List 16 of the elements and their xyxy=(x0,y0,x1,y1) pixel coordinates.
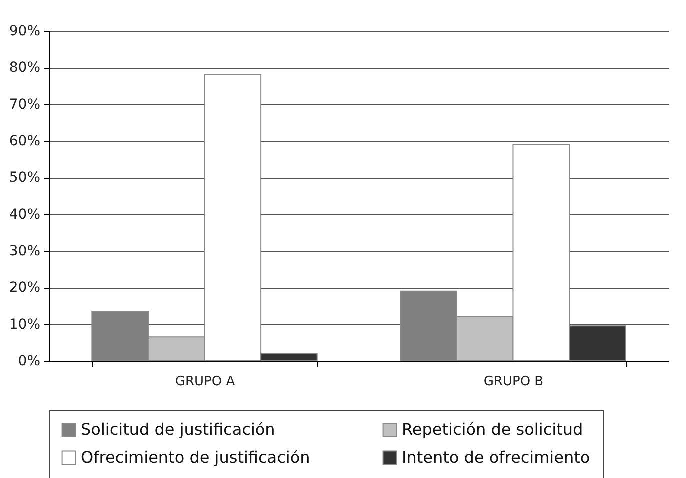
legend-label: Solicitud de justificación xyxy=(81,420,276,440)
x-tick-label: GRUPO B xyxy=(484,374,544,390)
y-tick-label: 20% xyxy=(9,280,40,296)
y-tick-label: 60% xyxy=(9,134,40,150)
legend-label: Ofrecimiento de justificación xyxy=(81,448,310,467)
y-tick-label: 40% xyxy=(9,206,40,223)
y-tick-label: 0% xyxy=(18,354,40,370)
y-tick-label: 90% xyxy=(9,24,40,40)
y-tick-label: 70% xyxy=(9,96,40,113)
y-tick-label: 30% xyxy=(9,244,40,260)
x-tick-label: GRUPO A xyxy=(175,374,236,390)
legend-label: Intento de ofrecimiento xyxy=(402,448,590,467)
y-tick-label: 50% xyxy=(9,170,40,186)
y-tick-label: 80% xyxy=(9,60,40,76)
legend-label: Repetición de solicitud xyxy=(402,420,584,440)
y-tick-label: 10% xyxy=(9,316,40,333)
